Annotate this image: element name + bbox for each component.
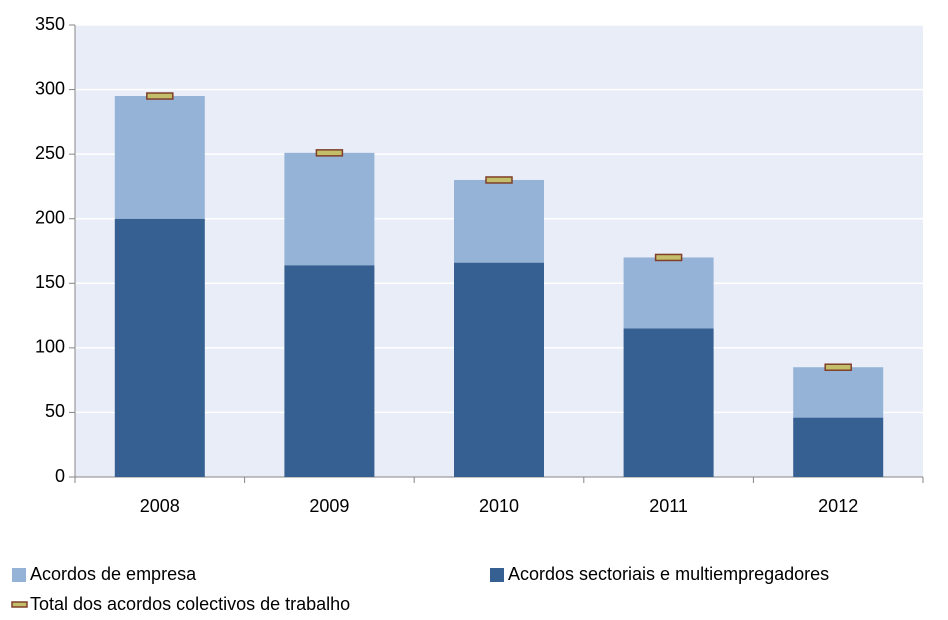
total-marker [315, 149, 344, 157]
total-marker [485, 176, 513, 184]
x-tick-label: 2011 [649, 496, 688, 516]
bar-segment [454, 262, 544, 477]
y-tick-label: 50 [45, 401, 65, 421]
legend-label: Total dos acordos colectivos de trabalho [30, 594, 350, 614]
y-tick-label: 0 [55, 466, 65, 486]
bar-segment [623, 257, 714, 329]
bar-segment [284, 265, 375, 477]
y-tick-label: 250 [35, 143, 65, 163]
total-marker [654, 253, 683, 262]
bar-segment [793, 417, 884, 477]
bar-segment [284, 152, 375, 266]
total-marker [824, 363, 852, 371]
bar-segment [454, 179, 544, 263]
x-tick-label: 2009 [309, 496, 349, 516]
y-tick-label: 100 [35, 337, 65, 357]
x-tick-label: 2008 [140, 496, 180, 516]
legend-label: Acordos de empresa [30, 564, 197, 584]
y-tick-label: 300 [35, 78, 65, 98]
total-marker [146, 92, 174, 100]
bar-segment [793, 367, 884, 418]
y-tick-label: 150 [35, 272, 65, 292]
bar-segment [114, 218, 205, 477]
legend-swatch [12, 568, 26, 582]
y-tick-label: 200 [35, 207, 65, 227]
x-tick-label: 2010 [479, 496, 519, 516]
y-tick-label: 350 [35, 14, 65, 34]
legend-marker [11, 601, 28, 608]
bar-segment [114, 96, 205, 219]
legend-swatch [490, 568, 504, 582]
legend-label: Acordos sectoriais e multiempregadores [508, 564, 829, 584]
x-tick-label: 2012 [818, 496, 858, 516]
bar-segment [623, 328, 714, 477]
